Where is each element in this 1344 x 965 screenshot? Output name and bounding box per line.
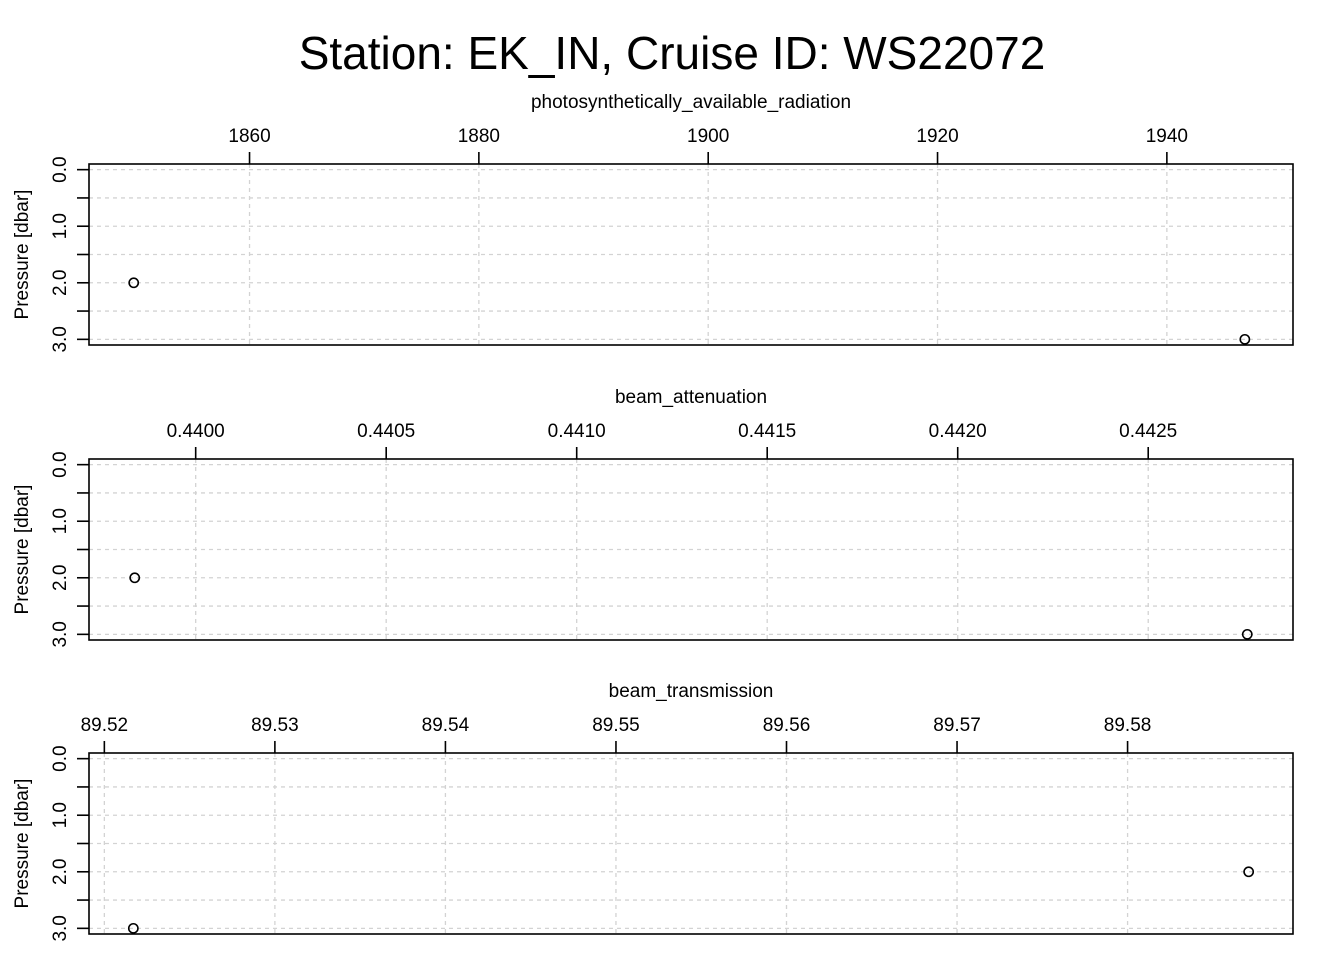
x-tick-label: 89.57 — [933, 715, 981, 736]
figure-title: Station: EK_IN, Cruise ID: WS22072 — [299, 27, 1046, 79]
y-tick-label: 3.0 — [50, 915, 71, 941]
plot-frame — [88, 752, 1294, 935]
panel-1: photosynthetically_available_radiation 18… — [12, 92, 1294, 353]
x-tick-label: 1900 — [687, 126, 729, 147]
plot-frame — [88, 163, 1294, 346]
x-tick-label: 1920 — [916, 126, 958, 147]
data-point — [128, 277, 140, 289]
x-tick-label: 0.4425 — [1119, 421, 1177, 442]
y-axis-label: Pressure [dbar] — [12, 190, 33, 320]
plot-frame — [88, 458, 1294, 641]
data-point — [129, 572, 141, 584]
data-point — [127, 922, 139, 934]
data-point — [1239, 333, 1251, 345]
x-tick-label: 0.4400 — [167, 421, 225, 442]
y-axis-label: Pressure [dbar] — [12, 485, 33, 615]
y-tick-label: 2.0 — [50, 859, 71, 885]
y-tick-label: 2.0 — [50, 565, 71, 591]
x-tick-label: 1860 — [228, 126, 270, 147]
data-point — [1241, 628, 1253, 640]
x-tick-label: 89.54 — [422, 715, 470, 736]
x-tick-label: 89.53 — [251, 715, 299, 736]
panel-title: beam_attenuation — [615, 387, 767, 408]
y-tick-label: 0.0 — [50, 745, 71, 771]
panel-title: beam_transmission — [609, 681, 774, 702]
panel-2: beam_attenuation 0.4400 0.4405 0.4410 0.4415… — [12, 387, 1294, 648]
y-tick-label: 1.0 — [50, 213, 71, 239]
y-tick-label: 0.0 — [50, 451, 71, 477]
y-tick-label: 3.0 — [50, 621, 71, 647]
x-tick-label: 89.52 — [81, 715, 129, 736]
panel-title: photosynthetically_available_radiation — [531, 92, 851, 113]
x-tick-label: 89.58 — [1104, 715, 1152, 736]
x-tick-label: 1880 — [458, 126, 500, 147]
y-tick-label: 1.0 — [50, 508, 71, 534]
x-tick-label: 89.55 — [592, 715, 640, 736]
y-tick-label: 1.0 — [50, 802, 71, 828]
y-tick-label: 2.0 — [50, 270, 71, 296]
x-tick-label: 0.4415 — [738, 421, 796, 442]
y-tick-label: 0.0 — [50, 156, 71, 182]
panels: photosynthetically_available_radiation 18… — [12, 92, 1294, 942]
x-tick-label: 0.4420 — [929, 421, 987, 442]
x-tick-label: 0.4410 — [548, 421, 606, 442]
x-tick-label: 0.4405 — [357, 421, 415, 442]
x-tick-label: 89.56 — [763, 715, 811, 736]
data-point — [1243, 866, 1255, 878]
x-tick-label: 1940 — [1146, 126, 1188, 147]
panel-3: beam_transmission 89.52 89.53 89.54 89.55 89.… — [12, 681, 1294, 942]
y-tick-label: 3.0 — [50, 326, 71, 352]
y-axis-label: Pressure [dbar] — [12, 779, 33, 909]
